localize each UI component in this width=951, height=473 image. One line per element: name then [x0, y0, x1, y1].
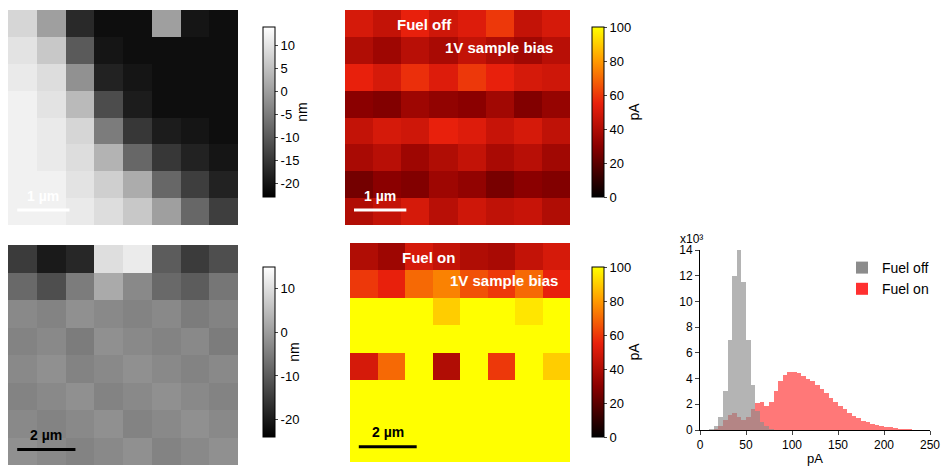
svg-text:1V sample bias: 1V sample bias [450, 272, 558, 289]
svg-text:250: 250 [920, 438, 940, 452]
svg-text:pA: pA [626, 343, 642, 361]
svg-text:nm: nm [286, 342, 302, 361]
svg-text:-15: -15 [281, 153, 300, 168]
svg-text:200: 200 [874, 438, 894, 452]
svg-text:5: 5 [281, 61, 288, 76]
svg-text:1V sample bias: 1V sample bias [445, 39, 553, 56]
svg-text:Fuel on: Fuel on [402, 249, 455, 266]
svg-text:2 µm: 2 µm [30, 427, 62, 443]
svg-text:0: 0 [610, 190, 617, 205]
svg-text:8: 8 [686, 320, 693, 334]
svg-text:2 µm: 2 µm [372, 424, 404, 440]
svg-text:0: 0 [610, 430, 617, 445]
svg-text:0: 0 [281, 84, 288, 99]
svg-text:4: 4 [686, 372, 693, 386]
svg-text:-10: -10 [281, 130, 300, 145]
svg-text:10: 10 [281, 281, 295, 296]
svg-text:100: 100 [610, 20, 632, 35]
svg-text:0: 0 [281, 325, 288, 340]
svg-text:80: 80 [610, 294, 624, 309]
svg-text:100: 100 [782, 438, 802, 452]
svg-text:0: 0 [697, 438, 704, 452]
svg-text:-5: -5 [281, 107, 293, 122]
svg-text:12: 12 [679, 269, 693, 283]
svg-text:0: 0 [686, 423, 693, 437]
svg-text:10: 10 [679, 295, 693, 309]
svg-text:x10³: x10³ [680, 232, 703, 246]
svg-text:60: 60 [610, 88, 624, 103]
svg-text:-20: -20 [281, 176, 300, 191]
svg-text:1 µm: 1 µm [27, 188, 59, 204]
svg-text:14: 14 [679, 243, 693, 257]
svg-text:40: 40 [610, 122, 624, 137]
svg-text:20: 20 [610, 396, 624, 411]
svg-text:10: 10 [281, 38, 295, 53]
svg-text:40: 40 [610, 362, 624, 377]
svg-text:6: 6 [686, 346, 693, 360]
svg-text:Fuel off: Fuel off [397, 16, 452, 33]
svg-text:nm: nm [294, 102, 310, 121]
svg-text:Fuel on: Fuel on [882, 281, 929, 297]
svg-text:1 µm: 1 µm [364, 188, 396, 204]
svg-text:60: 60 [610, 328, 624, 343]
svg-text:50: 50 [739, 438, 753, 452]
svg-text:Fuel off: Fuel off [882, 260, 929, 276]
svg-text:20: 20 [610, 156, 624, 171]
svg-text:-10: -10 [281, 369, 300, 384]
svg-text:pA: pA [807, 451, 823, 466]
svg-text:100: 100 [610, 260, 632, 275]
svg-text:pA: pA [626, 103, 642, 121]
svg-text:2: 2 [686, 397, 693, 411]
svg-text:80: 80 [610, 54, 624, 69]
svg-text:150: 150 [828, 438, 848, 452]
svg-text:-20: -20 [281, 412, 300, 427]
